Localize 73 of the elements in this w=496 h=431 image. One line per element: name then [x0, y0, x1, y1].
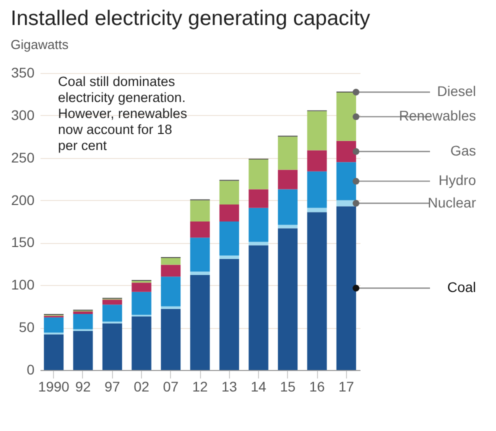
y-tick-label: 50	[18, 319, 35, 336]
bar	[307, 208, 327, 212]
x-tick-label: 16	[309, 378, 325, 394]
bar	[132, 282, 152, 292]
bar	[102, 323, 122, 370]
bar	[278, 136, 298, 170]
bar	[248, 208, 268, 242]
bar	[132, 316, 152, 370]
y-tick-label: 350	[11, 64, 35, 80]
text: Nuclear	[428, 194, 476, 210]
bar	[278, 189, 298, 225]
bar	[219, 222, 240, 256]
chart-subtitle: Gigawatts	[10, 37, 69, 52]
bar	[190, 238, 210, 272]
bar	[307, 212, 327, 370]
bar	[248, 245, 268, 370]
bar	[219, 258, 240, 370]
bar	[307, 171, 327, 208]
bar	[278, 228, 298, 370]
x-tick-label: 02	[134, 378, 150, 394]
bar	[336, 206, 356, 370]
bar	[248, 189, 268, 208]
bar	[190, 200, 210, 222]
text: Gas	[450, 142, 476, 158]
text: Hydro	[438, 172, 476, 188]
bar	[132, 292, 152, 315]
bar	[336, 162, 356, 200]
text: Coal	[447, 279, 476, 296]
x-tick-label: 12	[192, 378, 208, 394]
x-tick-label: 97	[104, 378, 120, 394]
bar	[307, 111, 327, 150]
x-tick-label: 15	[280, 378, 296, 394]
bar	[190, 274, 210, 370]
bar	[219, 180, 240, 205]
bar	[190, 272, 210, 275]
bar	[336, 92, 356, 141]
bar	[248, 242, 268, 246]
bar	[44, 334, 64, 370]
text: Diesel	[437, 83, 476, 100]
text: Renewables	[398, 108, 476, 124]
bar	[307, 150, 327, 172]
x-tick-label: 1990	[38, 378, 70, 394]
chart-title: Installed electricity generating capacity	[10, 7, 371, 30]
bar	[160, 276, 181, 306]
bar	[190, 222, 210, 238]
bar	[278, 170, 298, 190]
bar	[73, 314, 93, 330]
bar	[248, 160, 268, 190]
x-tick-label: 92	[75, 378, 91, 394]
y-tick-label: 100	[11, 276, 35, 293]
x-tick-label: 17	[338, 378, 354, 394]
bar	[160, 306, 181, 309]
bar	[102, 304, 122, 322]
annotation: Coal still dominates electricity generation. However, renewables now account for 18 per cent	[58, 74, 188, 153]
x-tick-label: 14	[250, 378, 266, 394]
y-tick-label: 150	[11, 234, 35, 250]
x-tick-label: 07	[162, 378, 179, 394]
y-tick-label: 200	[11, 192, 35, 208]
bar	[73, 330, 93, 370]
y-tick-label: 0	[26, 362, 35, 378]
y-tick-label: 300	[11, 106, 35, 123]
bar	[160, 264, 181, 277]
bar	[160, 308, 181, 370]
y-tick-label: 250	[11, 149, 35, 166]
bar	[44, 317, 64, 333]
bar	[336, 140, 356, 162]
bar	[278, 224, 298, 228]
bar	[219, 204, 240, 222]
bar	[73, 311, 93, 314]
bar	[102, 300, 122, 305]
bar	[219, 255, 240, 259]
bar	[160, 258, 181, 265]
x-tick-label: 13	[221, 378, 238, 394]
